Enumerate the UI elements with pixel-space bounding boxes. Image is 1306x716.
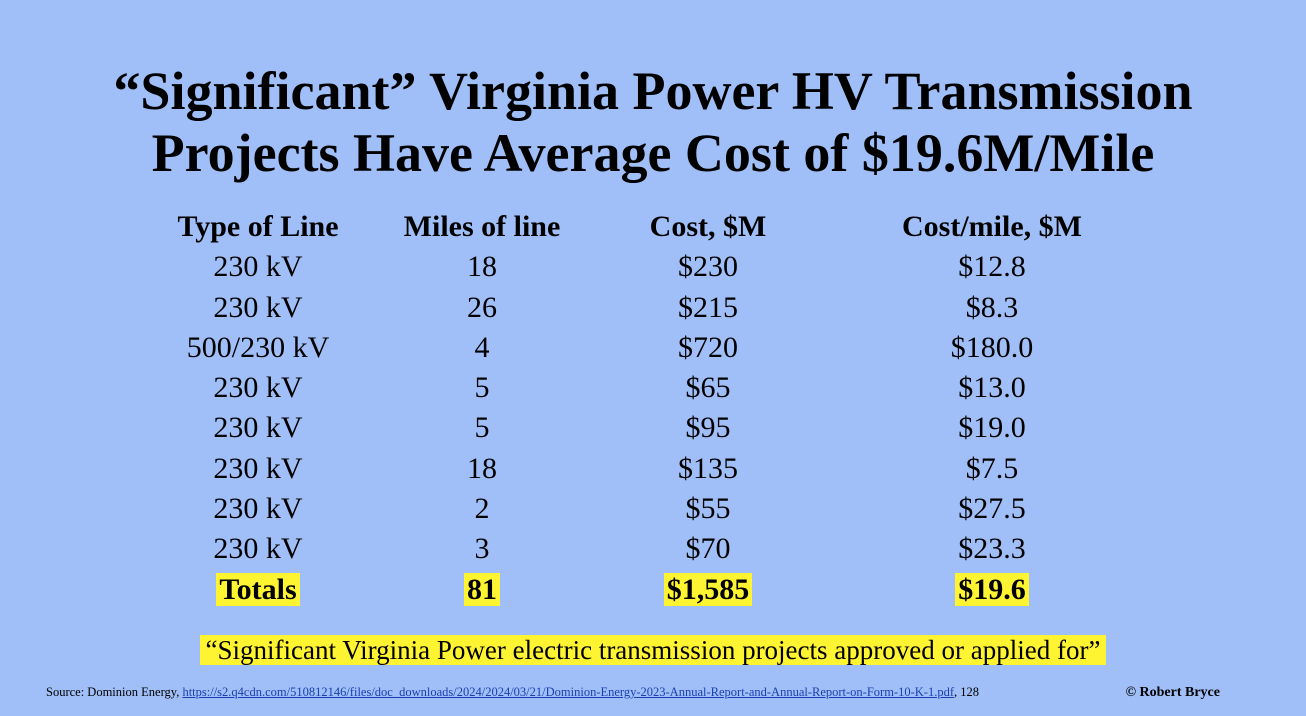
cell-miles: 5 bbox=[474, 371, 490, 405]
table-header-row: Type of Line Miles of line Cost, $M Cost… bbox=[0, 207, 1306, 247]
cell-cost-per-mile: $8.3 bbox=[965, 290, 1019, 324]
totals-cost-per-mile-cell: $19.6 bbox=[842, 570, 1142, 610]
totals-cost: $1,585 bbox=[663, 572, 753, 606]
table-row: 230 kV 2 $55 $27.5 bbox=[0, 489, 1306, 529]
table-row: 500/230 kV 4 $720 $180.0 bbox=[0, 328, 1306, 368]
quote-text: “Significant Virginia Power electric tra… bbox=[199, 635, 1107, 665]
cell-type: 230 kV bbox=[213, 290, 303, 324]
header-cost: Cost, $M bbox=[649, 210, 767, 243]
title-line-2: Projects Have Average Cost of $19.6M/Mil… bbox=[151, 123, 1155, 183]
cell-type: 230 kV bbox=[213, 371, 303, 405]
quote-caption: “Significant Virginia Power electric tra… bbox=[0, 632, 1306, 668]
copyright-credit: © Robert Bryce bbox=[1125, 685, 1220, 700]
table-row: 230 kV 3 $70 $23.3 bbox=[0, 529, 1306, 569]
cell-type: 230 kV bbox=[213, 411, 303, 445]
cell-cost-per-mile: $180.0 bbox=[950, 330, 1034, 364]
cell-cost: $215 bbox=[678, 290, 738, 324]
source-suffix: , 128 bbox=[954, 685, 979, 699]
cell-cost: $95 bbox=[685, 411, 731, 445]
cell-miles: 18 bbox=[467, 250, 497, 284]
cell-miles: 18 bbox=[467, 451, 497, 485]
cell-cost: $65 bbox=[685, 371, 731, 405]
cell-cost-per-mile: $7.5 bbox=[965, 451, 1019, 485]
source-prefix: Source: Dominion Energy, bbox=[46, 685, 183, 699]
table-totals-row: Totals 81 $1,585 $19.6 bbox=[0, 570, 1306, 610]
cell-cost: $230 bbox=[678, 250, 738, 284]
cell-type: 230 kV bbox=[213, 451, 303, 485]
source-link[interactable]: https://s2.q4cdn.com/510812146/files/doc… bbox=[182, 685, 954, 699]
cell-miles: 4 bbox=[474, 330, 490, 364]
source-note: Source: Dominion Energy, https://s2.q4cd… bbox=[46, 684, 979, 700]
slide-title: “Significant” Virginia Power HV Transmis… bbox=[0, 60, 1306, 184]
cell-miles: 2 bbox=[474, 492, 490, 526]
cell-miles: 5 bbox=[474, 411, 490, 445]
cell-type: 230 kV bbox=[213, 250, 303, 284]
cell-cost-per-mile: $13.0 bbox=[958, 371, 1026, 405]
header-cost-per-mile: Cost/mile, $M bbox=[902, 210, 1082, 243]
cell-cost: $70 bbox=[685, 532, 731, 566]
header-type-of-line: Type of Line bbox=[177, 210, 339, 243]
cost-table: Type of Line Miles of line Cost, $M Cost… bbox=[0, 207, 1306, 610]
cell-cost-per-mile: $23.3 bbox=[958, 532, 1026, 566]
totals-label-cell: Totals bbox=[158, 570, 358, 610]
table-row: 230 kV 5 $65 $13.0 bbox=[0, 368, 1306, 408]
cell-miles: 3 bbox=[474, 532, 490, 566]
table-row: 230 kV 18 $135 $7.5 bbox=[0, 449, 1306, 489]
table-row: 230 kV 18 $230 $12.8 bbox=[0, 247, 1306, 287]
cell-miles: 26 bbox=[467, 290, 497, 324]
totals-cost-cell: $1,585 bbox=[608, 570, 808, 610]
header-miles-of-line: Miles of line bbox=[403, 210, 561, 243]
totals-cost-per-mile: $19.6 bbox=[955, 572, 1029, 606]
cell-type: 230 kV bbox=[213, 532, 303, 566]
cell-cost-per-mile: $27.5 bbox=[958, 492, 1026, 526]
totals-miles-cell: 81 bbox=[382, 570, 582, 610]
cell-cost-per-mile: $19.0 bbox=[958, 411, 1026, 445]
cell-type: 500/230 kV bbox=[186, 330, 330, 364]
cell-cost: $55 bbox=[685, 492, 731, 526]
title-line-1: “Significant” Virginia Power HV Transmis… bbox=[113, 61, 1193, 121]
totals-miles: 81 bbox=[464, 572, 500, 606]
cell-type: 230 kV bbox=[213, 492, 303, 526]
table-row: 230 kV 5 $95 $19.0 bbox=[0, 408, 1306, 448]
cell-cost: $135 bbox=[678, 451, 738, 485]
totals-label: Totals bbox=[216, 572, 300, 606]
cell-cost: $720 bbox=[678, 330, 738, 364]
cell-cost-per-mile: $12.8 bbox=[958, 250, 1026, 284]
table-row: 230 kV 26 $215 $8.3 bbox=[0, 288, 1306, 328]
